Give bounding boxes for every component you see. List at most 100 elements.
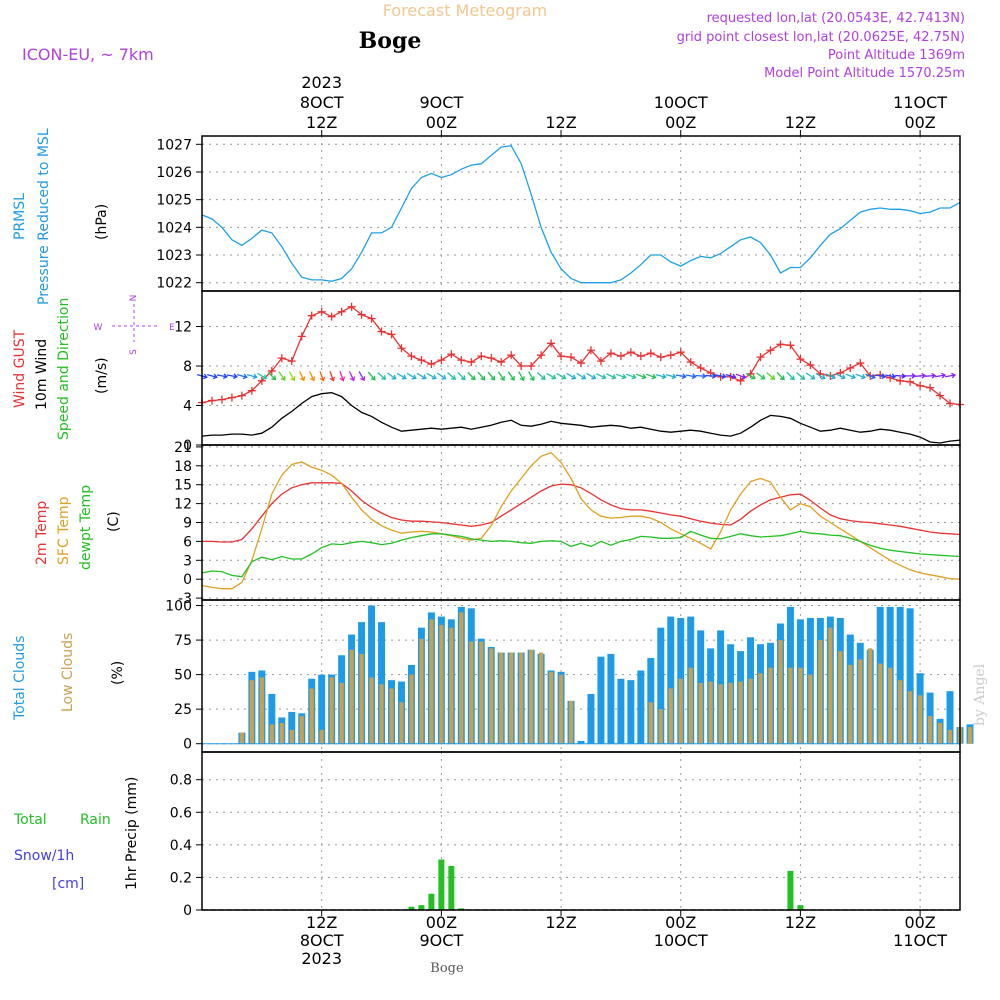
- gust-marker: [247, 386, 256, 395]
- wind-arrow-head: [470, 375, 476, 381]
- wind-arrow: [339, 370, 344, 381]
- cloud-low-bar: [419, 638, 424, 744]
- wind-arrow-head: [391, 374, 397, 380]
- cloud-total-bar: [627, 680, 635, 744]
- gust-marker: [766, 346, 775, 355]
- gust-marker: [537, 351, 546, 360]
- temp-label-dewpt: dewpt Temp: [78, 485, 94, 570]
- wind-arrow-head: [601, 374, 607, 380]
- cloud-total-bar: [577, 740, 585, 744]
- wind-arrow-head: [540, 375, 546, 380]
- wind-arrow-head: [711, 373, 717, 379]
- wind-arrow: [507, 371, 515, 381]
- cloud-low-bar: [748, 678, 753, 744]
- cloud-low-bar: [927, 716, 933, 744]
- gust-marker: [806, 361, 815, 370]
- wind-arrow-head: [561, 374, 567, 380]
- gust-marker: [287, 357, 296, 366]
- gust-marker: [267, 366, 276, 375]
- clouds-frame: [201, 599, 961, 753]
- wind-arrow: [257, 372, 267, 379]
- precip-ytick-label: 0.8: [170, 773, 192, 789]
- cloud-low-bar: [339, 682, 344, 744]
- cloud-low-bar: [788, 667, 793, 744]
- wind-arrow-head: [941, 372, 947, 379]
- model-label: ICON-EU, ~ 7km: [22, 45, 154, 64]
- wind-arrow-head: [731, 373, 737, 380]
- pressure-unit: (hPa): [94, 204, 110, 240]
- pressure-ytick-label: 1023: [156, 248, 192, 264]
- gust-marker: [367, 314, 376, 323]
- cloud-low-bar: [908, 691, 913, 744]
- cloud-low-bar: [668, 688, 673, 744]
- wind-arrow-head: [421, 374, 427, 380]
- pressure-label-desc: Pressure Reduced to MSL: [36, 128, 52, 305]
- cloud-total-bar: [318, 674, 326, 744]
- top-time-label: 12Z: [306, 113, 337, 132]
- cloud-total-bar: [597, 656, 605, 744]
- cloud-low-bar: [698, 682, 703, 744]
- cloud-low-bar: [688, 667, 693, 744]
- wind-arrow: [278, 371, 286, 381]
- wind-gust-line: [201, 306, 961, 406]
- wind-arrow: [815, 372, 826, 379]
- wind-arrow: [796, 372, 805, 380]
- gust-marker: [437, 356, 446, 365]
- gust-marker: [467, 358, 476, 367]
- cloud-low-bar: [658, 709, 663, 744]
- wind-arrow: [309, 371, 315, 381]
- wind-arrow: [348, 371, 355, 381]
- cloud-low-bar: [519, 652, 524, 744]
- wind-arrow: [606, 373, 616, 379]
- gust-marker: [207, 396, 216, 405]
- wind-arrow: [805, 372, 815, 380]
- cloud-low-bar: [289, 729, 294, 744]
- wind-arrow: [944, 374, 956, 378]
- wind-arrow-head: [500, 375, 505, 381]
- top-time-label: 00Z: [426, 113, 457, 132]
- wind-arrow-head: [741, 373, 747, 380]
- cloud-low-bar: [858, 659, 863, 744]
- wind-arrow: [875, 374, 886, 378]
- wind-arrow: [518, 371, 525, 381]
- wind-arrow-head: [300, 376, 306, 382]
- wind-arrow: [236, 373, 247, 378]
- wind-arrow: [735, 373, 746, 379]
- cloud-low-bar: [558, 674, 564, 744]
- precip-label-rain: Rain: [80, 812, 111, 828]
- pressure-ytick-label: 1022: [156, 276, 192, 292]
- cloud-total-bar: [946, 691, 954, 744]
- gust-marker: [906, 377, 915, 386]
- wind-arrow-head: [381, 375, 387, 380]
- wind-panel: 0 4 8 12: [174, 290, 964, 454]
- wind-arrow: [655, 373, 666, 378]
- wind-arrow-head: [820, 374, 826, 380]
- pressure-label-prmsl: PRMSL: [12, 193, 28, 240]
- gust-marker: [387, 330, 396, 339]
- wind-arrow-head: [480, 375, 486, 381]
- wind-arrow: [915, 374, 926, 377]
- compass-e: E: [169, 323, 175, 333]
- location-title: Boge: [359, 28, 422, 54]
- precip-ytick-label: 0.6: [170, 805, 192, 821]
- wind-arrow-head: [581, 374, 587, 380]
- wind-unit: (m/s): [94, 357, 110, 394]
- gust-marker: [676, 348, 685, 357]
- wind-arrow-head: [242, 373, 248, 380]
- cloud-low-bar: [947, 729, 953, 744]
- wind-arrow-head: [202, 373, 208, 380]
- wind-arrow: [675, 374, 686, 378]
- cloud-low-bar: [868, 648, 873, 744]
- top-time-label: 11OCT: [893, 93, 947, 112]
- cloud-low-bar: [937, 722, 943, 744]
- wind-arrow-head: [310, 376, 316, 382]
- wind-arrow: [267, 371, 276, 380]
- cloud-low-bar: [967, 727, 973, 744]
- cloud-low-bar: [539, 652, 544, 744]
- cloud-low-bar: [898, 680, 903, 744]
- cloud-label-low: Low Clouds: [60, 633, 76, 712]
- info-line-3: Point Altitude 1369m: [828, 48, 965, 63]
- cloud-low-bar: [918, 695, 923, 744]
- info-line-1: requested lon,lat (20.0543E, 42.7413N): [707, 11, 965, 26]
